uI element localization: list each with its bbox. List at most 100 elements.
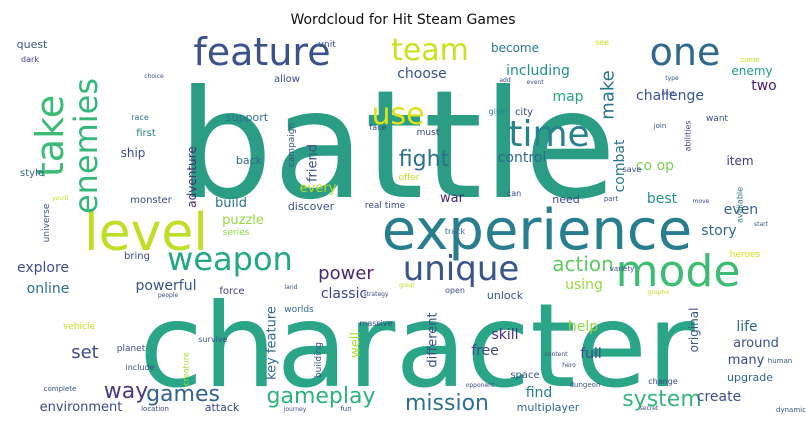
word-come: come — [740, 56, 759, 64]
word-location: location — [141, 405, 169, 413]
word-classic: classic — [321, 286, 367, 302]
word-using: using — [565, 277, 603, 293]
word-bring: bring — [124, 251, 150, 262]
word-skill: skill — [491, 327, 518, 343]
word-space: space — [510, 370, 539, 381]
word-type: type — [665, 75, 679, 82]
word-fun: fun — [340, 405, 351, 413]
word-power: power — [318, 263, 374, 284]
word-monster: monster — [130, 195, 172, 206]
word-massive: massive — [360, 319, 393, 328]
word-join: join — [653, 122, 667, 130]
word-can: can — [507, 189, 521, 198]
word-opponent: opponent — [466, 382, 495, 389]
word-dark: dark — [21, 55, 39, 64]
word-free: free — [471, 343, 499, 359]
word-find: find — [526, 385, 553, 401]
word-real-time: real time — [365, 201, 406, 211]
word-make: make — [598, 70, 619, 119]
word-unlock: unlock — [487, 289, 524, 302]
word-including: including — [506, 63, 570, 79]
word-human: human — [768, 357, 792, 365]
word-original: original — [687, 308, 701, 353]
word-gameplay: gameplay — [267, 384, 376, 409]
word-discover: discover — [288, 200, 335, 213]
word-vehicle: vehicle — [63, 322, 96, 332]
word-level: level — [84, 203, 208, 263]
word-journey: journey — [283, 406, 307, 413]
word-different: different — [426, 312, 441, 367]
word-help: help — [568, 319, 598, 335]
word-key-feature: key feature — [265, 306, 280, 380]
word-attack: attack — [205, 401, 240, 414]
word-creature: creature — [182, 352, 191, 386]
word-team: team — [391, 33, 469, 68]
word-war: war — [440, 191, 465, 206]
word-enemy: enemy — [731, 64, 772, 78]
word-style: style — [20, 168, 44, 179]
word-ship: ship — [121, 146, 146, 160]
word-multiplayer: multiplayer — [517, 401, 580, 414]
word-create: create — [697, 389, 741, 405]
word-open: open — [445, 286, 465, 295]
word-event: event — [526, 79, 544, 86]
word-enemies: enemies — [67, 78, 105, 214]
word-worlds: worlds — [284, 305, 314, 315]
word-two: two — [751, 78, 777, 94]
word-part: part — [604, 195, 619, 203]
word-next: next — [661, 90, 675, 97]
word-time: time — [508, 114, 589, 155]
word-hero: hero — [562, 362, 576, 369]
word-build: build — [215, 196, 247, 211]
word-challenge: challenge — [636, 88, 704, 104]
word-mission: mission — [405, 391, 489, 416]
word-track: track — [445, 227, 466, 236]
word-land: land — [285, 284, 298, 291]
word-choice: choice — [144, 73, 164, 80]
word-friend: friend — [306, 144, 321, 182]
word-add: add — [499, 77, 510, 84]
word-full: full — [580, 346, 602, 362]
word-choose: choose — [397, 66, 447, 82]
word-back: back — [236, 154, 263, 167]
word-campaign: campaign — [287, 123, 297, 167]
word-planet: planet — [117, 344, 146, 354]
word-available: available — [736, 187, 745, 223]
word-people: people — [158, 292, 179, 299]
word-use: use — [371, 97, 424, 132]
word-first: first — [136, 128, 156, 139]
word-city: city — [515, 107, 533, 118]
word-start: start — [754, 221, 769, 228]
word-life: life — [736, 319, 757, 335]
word-great: great — [399, 282, 416, 289]
word-see: see — [595, 38, 609, 47]
word-powerful: powerful — [136, 278, 197, 294]
word-combat: combat — [612, 139, 628, 192]
word-well: well — [349, 332, 364, 358]
word-must: must — [417, 128, 440, 138]
word-want: want — [706, 114, 729, 124]
word-online: online — [27, 281, 70, 297]
word-race: race — [131, 113, 149, 122]
word-strategy: strategy — [363, 291, 388, 298]
word-puzzle: puzzle — [222, 213, 264, 228]
word-best: best — [647, 191, 678, 207]
word-explore: explore — [17, 260, 69, 276]
word-character: character — [139, 279, 695, 414]
word-every: every — [300, 181, 337, 196]
word-save: save — [623, 165, 642, 174]
word-change: change — [648, 377, 678, 386]
chart-title: Wordcloud for Hit Steam Games — [290, 12, 516, 28]
word-move: move — [693, 198, 710, 205]
word-adventure: adventure — [185, 146, 199, 207]
word-secret: secret — [640, 405, 659, 412]
word-force: force — [219, 286, 244, 297]
word-series: series — [223, 228, 250, 238]
word-around: around — [733, 336, 779, 351]
word-become: become — [491, 41, 539, 55]
word-face: face — [369, 123, 386, 132]
word-games: games — [146, 382, 220, 407]
word-graphic: graphic — [648, 289, 671, 296]
word-set: set — [71, 342, 99, 363]
